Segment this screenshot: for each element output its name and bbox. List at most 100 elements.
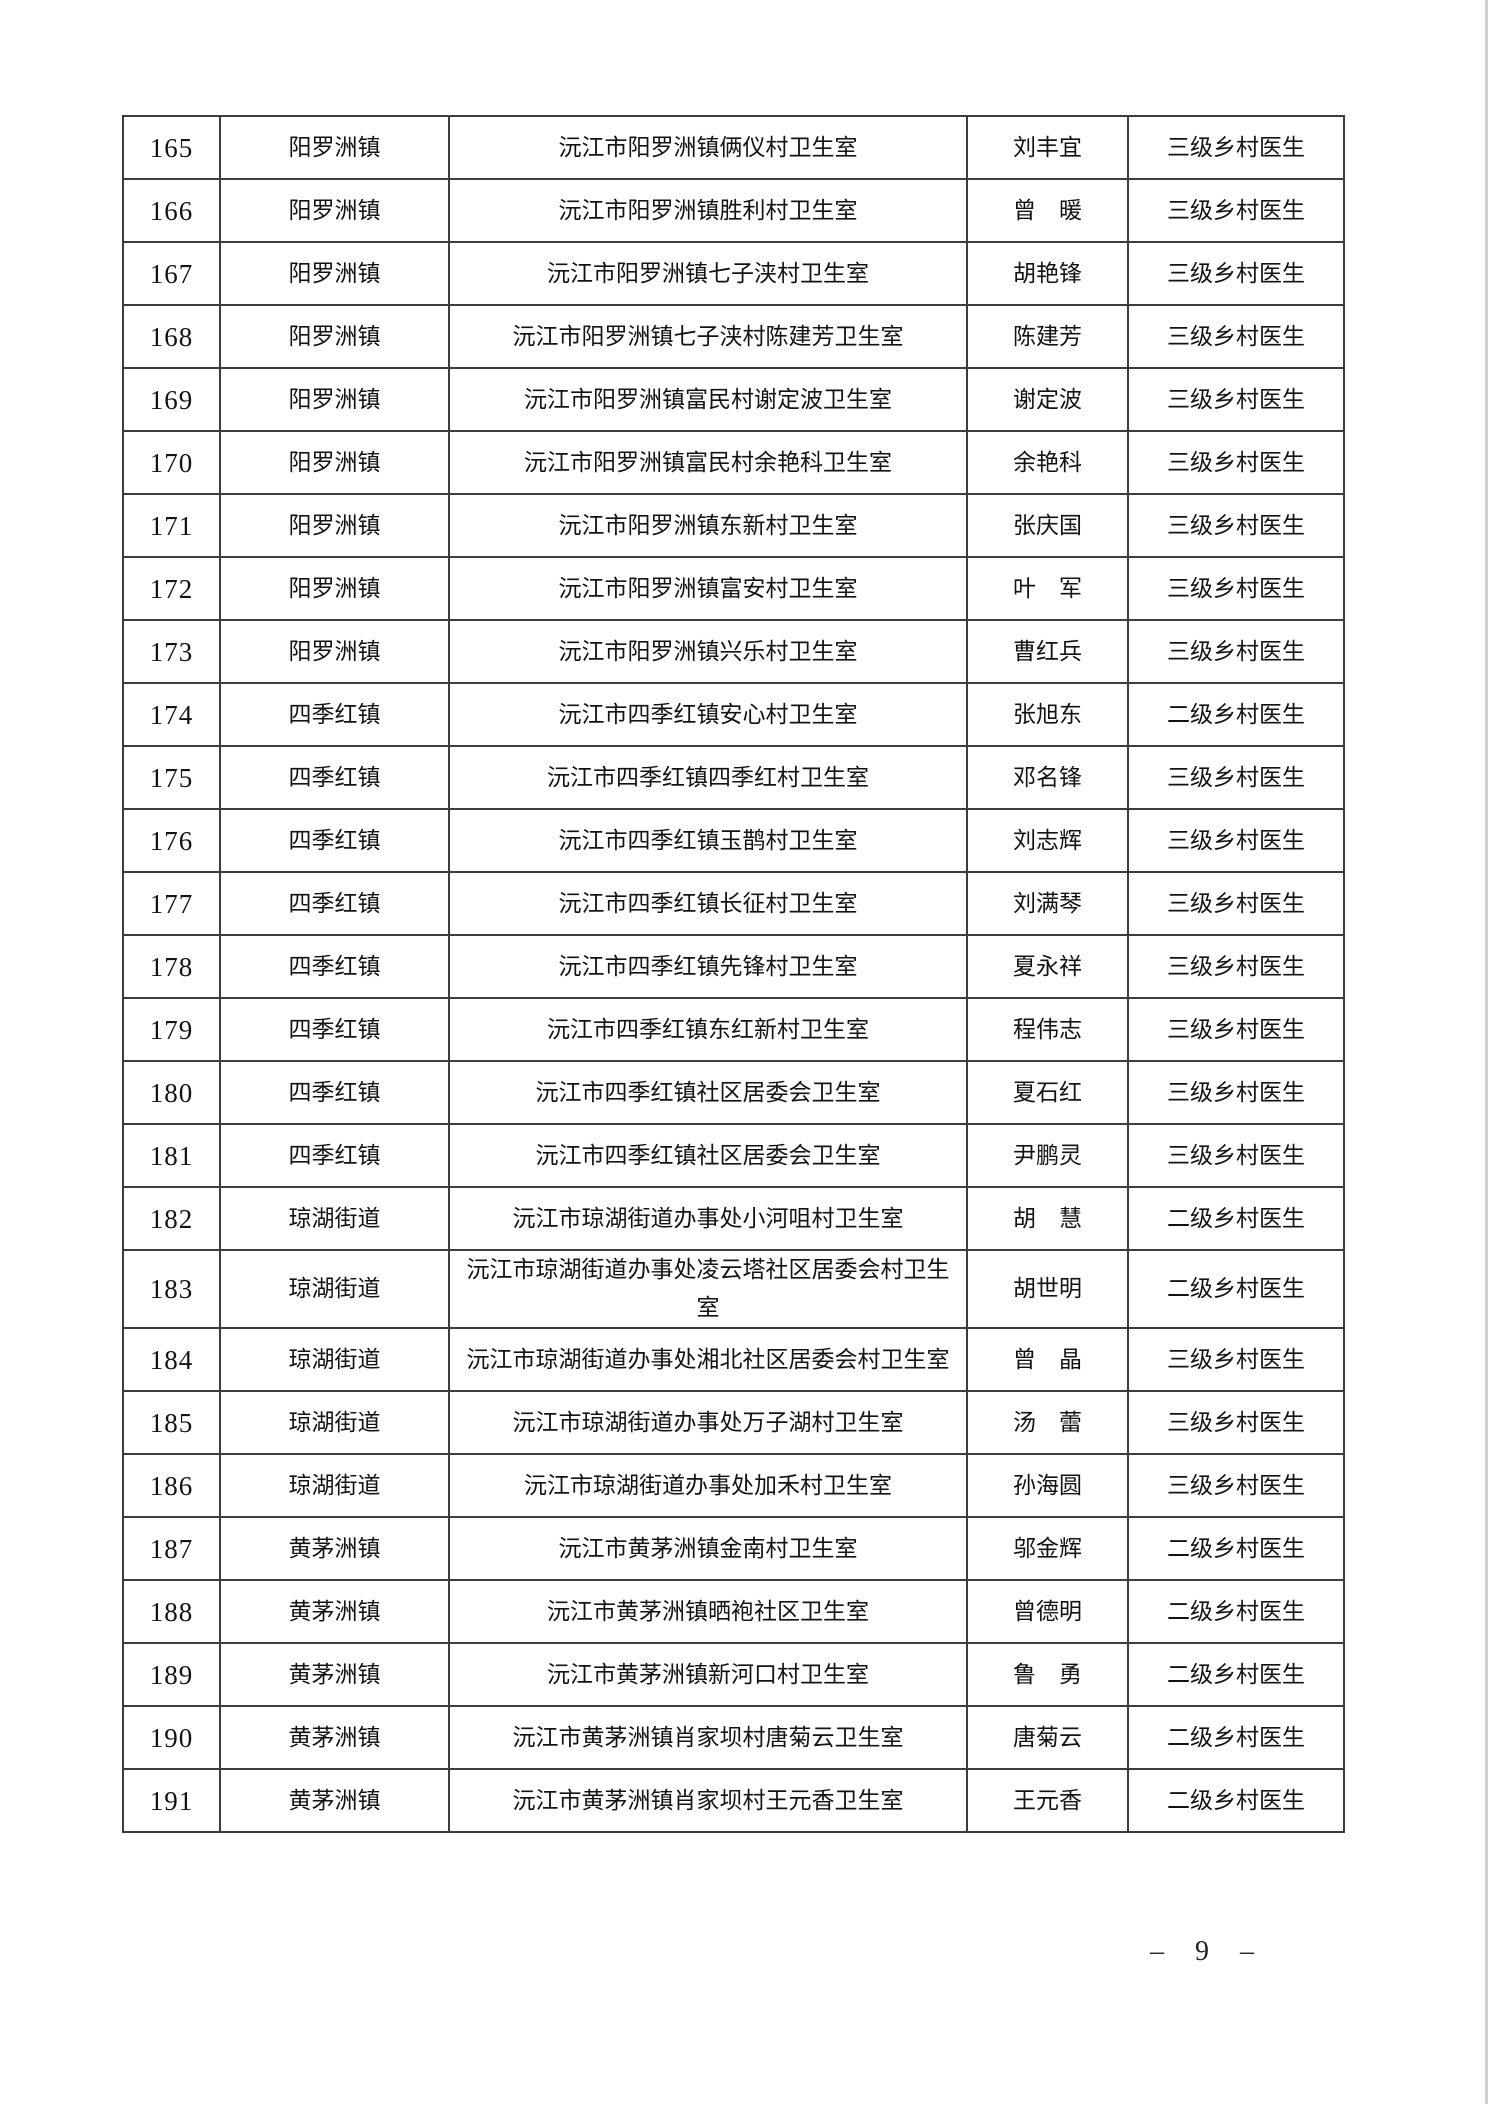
clinic-name: 沅江市阳罗洲镇兴乐村卫生室 (448, 619, 968, 684)
row-number: 167 (122, 241, 221, 306)
doctor-level: 三级乡村医生 (1127, 1327, 1345, 1392)
doctor-name: 邬金辉 (966, 1516, 1129, 1581)
table-row: 181 四季红镇 沅江市四季红镇社区居委会卫生室 尹鹏灵 三级乡村医生 (122, 1123, 1345, 1188)
doctor-level: 二级乡村医生 (1127, 1642, 1345, 1707)
table-row: 168 阳罗洲镇 沅江市阳罗洲镇七子浃村陈建芳卫生室 陈建芳 三级乡村医生 (122, 304, 1345, 369)
clinic-name: 沅江市琼湖街道办事处万子湖村卫生室 (448, 1390, 968, 1455)
row-number: 182 (122, 1186, 221, 1251)
row-number: 178 (122, 934, 221, 999)
table-row: 174 四季红镇 沅江市四季红镇安心村卫生室 张旭东 二级乡村医生 (122, 682, 1345, 747)
row-number: 183 (122, 1249, 221, 1329)
town-name: 黄茅洲镇 (219, 1642, 450, 1707)
table-row: 165 阳罗洲镇 沅江市阳罗洲镇俩仪村卫生室 刘丰宜 三级乡村医生 (122, 115, 1345, 180)
table-row: 182 琼湖街道 沅江市琼湖街道办事处小河咀村卫生室胡 慧二级乡村医生 (122, 1186, 1345, 1251)
town-name: 阳罗洲镇 (219, 115, 450, 180)
doctor-level: 二级乡村医生 (1127, 682, 1345, 747)
table-row: 166 阳罗洲镇 沅江市阳罗洲镇胜利村卫生室曾 暖三级乡村医生 (122, 178, 1345, 243)
doctor-name: 胡世明 (966, 1249, 1129, 1329)
doctor-name: 叶 军 (966, 556, 1129, 621)
row-number: 187 (122, 1516, 221, 1581)
row-number: 170 (122, 430, 221, 495)
clinic-name: 沅江市阳罗洲镇富民村谢定波卫生室 (448, 367, 968, 432)
town-name: 黄茅洲镇 (219, 1705, 450, 1770)
doctor-level: 三级乡村医生 (1127, 367, 1345, 432)
doctor-name: 夏永祥 (966, 934, 1129, 999)
row-number: 173 (122, 619, 221, 684)
town-name: 琼湖街道 (219, 1390, 450, 1455)
page-right-edge-line (1485, 0, 1488, 2104)
doctor-level: 三级乡村医生 (1127, 871, 1345, 936)
town-name: 四季红镇 (219, 745, 450, 810)
row-number: 172 (122, 556, 221, 621)
row-number: 180 (122, 1060, 221, 1125)
town-name: 阳罗洲镇 (219, 619, 450, 684)
table-row: 187 黄茅洲镇 沅江市黄茅洲镇金南村卫生室 邬金辉 二级乡村医生 (122, 1516, 1345, 1581)
row-number: 184 (122, 1327, 221, 1392)
row-number: 188 (122, 1579, 221, 1644)
doctor-level: 三级乡村医生 (1127, 556, 1345, 621)
doctor-level: 三级乡村医生 (1127, 619, 1345, 684)
doctor-name: 鲁 勇 (966, 1642, 1129, 1707)
town-name: 黄茅洲镇 (219, 1579, 450, 1644)
doctor-level: 三级乡村医生 (1127, 241, 1345, 306)
row-number: 168 (122, 304, 221, 369)
town-name: 阳罗洲镇 (219, 430, 450, 495)
doctor-level: 三级乡村医生 (1127, 1453, 1345, 1518)
row-number: 165 (122, 115, 221, 180)
village-doctor-table: 165 阳罗洲镇 沅江市阳罗洲镇俩仪村卫生室 刘丰宜 三级乡村医生 166 阳罗洲镇 沅江市阳… (122, 115, 1345, 1833)
town-name: 琼湖街道 (219, 1186, 450, 1251)
table-row: 178 四季红镇 沅江市四季红镇先锋村卫生室 夏永祥 三级乡村医生 (122, 934, 1345, 999)
doctor-level: 二级乡村医生 (1127, 1249, 1345, 1329)
doctor-level: 三级乡村医生 (1127, 745, 1345, 810)
clinic-name: 沅江市琼湖街道办事处凌云塔社区居委会村卫生室 (448, 1249, 968, 1329)
table-row: 176 四季红镇 沅江市四季红镇玉鹊村卫生室 刘志辉 三级乡村医生 (122, 808, 1345, 873)
doctor-level: 三级乡村医生 (1127, 997, 1345, 1062)
town-name: 琼湖街道 (219, 1249, 450, 1329)
row-number: 166 (122, 178, 221, 243)
doctor-name: 张旭东 (966, 682, 1129, 747)
doctor-name: 谢定波 (966, 367, 1129, 432)
table-row: 186 琼湖街道 沅江市琼湖街道办事处加禾村卫生室 孙海圆 三级乡村医生 (122, 1453, 1345, 1518)
town-name: 阳罗洲镇 (219, 304, 450, 369)
table-row: 183 琼湖街道 沅江市琼湖街道办事处凌云塔社区居委会村卫生室 胡世明 二级乡村医生 (122, 1249, 1345, 1329)
town-name: 阳罗洲镇 (219, 493, 450, 558)
town-name: 阳罗洲镇 (219, 178, 450, 243)
row-number: 176 (122, 808, 221, 873)
town-name: 四季红镇 (219, 871, 450, 936)
town-name: 琼湖街道 (219, 1453, 450, 1518)
table-row: 171 阳罗洲镇 沅江市阳罗洲镇东新村卫生室 张庆国 三级乡村医生 (122, 493, 1345, 558)
doctor-level: 三级乡村医生 (1127, 808, 1345, 873)
row-number: 191 (122, 1768, 221, 1833)
table-row: 177 四季红镇 沅江市四季红镇长征村卫生室 刘满琴 三级乡村医生 (122, 871, 1345, 936)
clinic-name: 沅江市黄茅洲镇肖家坝村唐菊云卫生室 (448, 1705, 968, 1770)
table-row: 188 黄茅洲镇 沅江市黄茅洲镇晒袍社区卫生室 曾德明 二级乡村医生 (122, 1579, 1345, 1644)
doctor-name: 夏石红 (966, 1060, 1129, 1125)
doctor-level: 二级乡村医生 (1127, 1705, 1345, 1770)
clinic-name: 沅江市阳罗洲镇富民村余艳科卫生室 (448, 430, 968, 495)
table-row: 184 琼湖街道 沅江市琼湖街道办事处湘北社区居委会村卫生室曾 晶三级乡村医生 (122, 1327, 1345, 1392)
doctor-name: 张庆国 (966, 493, 1129, 558)
row-number: 181 (122, 1123, 221, 1188)
doctor-name: 陈建芳 (966, 304, 1129, 369)
town-name: 四季红镇 (219, 997, 450, 1062)
doctor-level: 二级乡村医生 (1127, 1579, 1345, 1644)
town-name: 四季红镇 (219, 1123, 450, 1188)
row-number: 185 (122, 1390, 221, 1455)
clinic-name: 沅江市黄茅洲镇金南村卫生室 (448, 1516, 968, 1581)
town-name: 四季红镇 (219, 682, 450, 747)
table-row: 185 琼湖街道 沅江市琼湖街道办事处万子湖村卫生室汤 蕾三级乡村医生 (122, 1390, 1345, 1455)
town-name: 四季红镇 (219, 1060, 450, 1125)
clinic-name: 沅江市阳罗洲镇七子浃村陈建芳卫生室 (448, 304, 968, 369)
clinic-name: 沅江市阳罗洲镇七子浃村卫生室 (448, 241, 968, 306)
row-number: 179 (122, 997, 221, 1062)
doctor-name: 汤 蕾 (966, 1390, 1129, 1455)
doctor-name: 程伟志 (966, 997, 1129, 1062)
town-name: 黄茅洲镇 (219, 1768, 450, 1833)
table-row: 169 阳罗洲镇 沅江市阳罗洲镇富民村谢定波卫生室 谢定波 三级乡村医生 (122, 367, 1345, 432)
table-row: 189 黄茅洲镇 沅江市黄茅洲镇新河口村卫生室鲁 勇二级乡村医生 (122, 1642, 1345, 1707)
doctor-level: 三级乡村医生 (1127, 304, 1345, 369)
row-number: 186 (122, 1453, 221, 1518)
doctor-name: 余艳科 (966, 430, 1129, 495)
doctor-level: 二级乡村医生 (1127, 1186, 1345, 1251)
